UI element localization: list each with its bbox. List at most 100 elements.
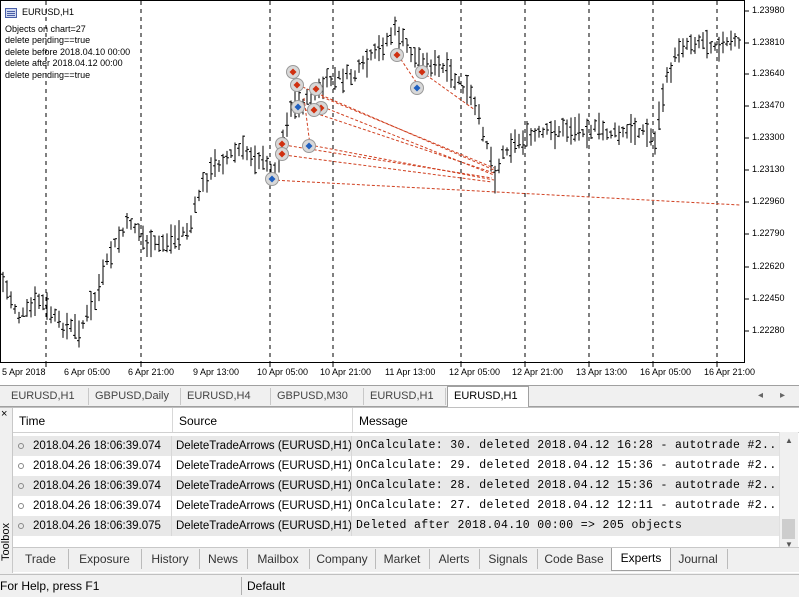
buy-arrow-icon (268, 175, 276, 183)
chart-tab[interactable]: GBPUSD,Daily (89, 388, 181, 405)
log-message: OnCalculate: 28. deleted 2018.04.12 15:3… (356, 479, 779, 492)
info-line: delete pending==true (5, 69, 91, 80)
column-header-time[interactable]: Time (13, 408, 173, 432)
chart-info-overlay: EURUSD,H1 Objects on chart=27 delete pen… (5, 7, 130, 81)
log-message: OnCalculate: 29. deleted 2018.04.12 15:3… (356, 459, 779, 472)
price-axis-label: 1.23470 (752, 100, 785, 110)
sell-arrow-icon (293, 81, 301, 89)
chart-tab[interactable]: EURUSD,H1 (364, 388, 446, 405)
buy-arrow-icon (413, 84, 421, 92)
sell-arrow-icon (278, 140, 286, 148)
log-row[interactable]: 2018.04.26 18:06:39.074 DeleteTradeArrow… (13, 436, 779, 456)
tab-market[interactable]: Market (375, 549, 430, 569)
time-axis-label: 6 Apr 05:00 (64, 367, 111, 377)
sell-arrow-icon (312, 85, 320, 93)
trade-connection-line (317, 104, 495, 176)
status-help-text: For Help, press F1 (0, 579, 100, 593)
log-source: DeleteTradeArrows (EURUSD,H1) (176, 440, 352, 452)
log-source: DeleteTradeArrows (EURUSD,H1) (176, 460, 352, 472)
trade-connection-line (309, 144, 495, 181)
tab-mailbox[interactable]: Mailbox (247, 549, 310, 569)
info-line: delete before 2018.04.10 00:00 (5, 46, 131, 57)
status-profile[interactable]: Default (247, 579, 286, 593)
time-axis-label: 16 Apr 21:00 (704, 367, 756, 377)
price-axis-label: 1.23980 (752, 5, 785, 15)
tab-news[interactable]: News (199, 549, 248, 569)
tab-alerts[interactable]: Alerts (429, 549, 480, 569)
log-row[interactable]: 2018.04.26 18:06:39.074 DeleteTradeArrow… (13, 456, 779, 476)
price-axis-label: 1.23130 (752, 164, 785, 174)
column-header-source[interactable]: Source (173, 408, 353, 432)
chart-tab[interactable]: EURUSD,H1 (5, 388, 89, 405)
status-bar: For Help, press F1 Default (0, 574, 799, 597)
sell-arrow-icon (310, 106, 318, 114)
time-axis-label: 9 Apr 13:00 (193, 367, 240, 377)
sell-arrow-icon (393, 51, 401, 59)
log-source: DeleteTradeArrows (EURUSD,H1) (176, 520, 352, 532)
tab-code-base[interactable]: Code Base (537, 549, 612, 569)
sell-arrow-icon (418, 68, 426, 76)
time-axis-label: 10 Apr 05:00 (257, 367, 309, 377)
price-chart[interactable]: EURUSD,H1 Objects on chart=27 delete pen… (0, 0, 799, 386)
chart-plot-frame (0, 0, 745, 363)
info-line: Objects on chart=27 (5, 23, 86, 34)
trade-connection-line (271, 179, 741, 206)
status-divider (241, 577, 242, 595)
time-axis-label: 6 Apr 21:00 (128, 367, 175, 377)
trade-connection-line (321, 96, 495, 169)
scrollbar-thumb[interactable] (782, 519, 795, 539)
tab-journal[interactable]: Journal (669, 549, 728, 569)
chart-window-tabs: EURUSD,H1 GBPUSD,Daily EURUSD,H4 GBPUSD,… (0, 386, 799, 407)
tab-exposure[interactable]: Exposure (68, 549, 142, 569)
close-icon[interactable]: × (1, 408, 8, 420)
scroll-down-icon[interactable]: ▼ (785, 540, 793, 549)
price-axis-label: 1.22960 (752, 196, 785, 206)
buy-arrow-icon (294, 103, 302, 111)
price-axis-label: 1.22450 (752, 293, 785, 303)
tab-signals[interactable]: Signals (479, 549, 538, 569)
tab-trade[interactable]: Trade (13, 549, 69, 569)
log-scrollbar[interactable]: ▲ ▼ (779, 432, 798, 553)
chart-tab-active[interactable]: EURUSD,H1 (447, 386, 529, 407)
toolbox-tabs: Trade Exposure History News Mailbox Comp… (13, 547, 799, 572)
log-level-icon (18, 483, 24, 489)
chart-window-icon (5, 7, 17, 18)
log-row[interactable]: 2018.04.26 18:06:39.074 DeleteTradeArrow… (13, 476, 779, 496)
log-message: OnCalculate: 30. deleted 2018.04.12 16:2… (356, 439, 779, 452)
log-table-header: Time Source Message (13, 408, 799, 433)
price-axis-label: 1.22620 (752, 261, 785, 271)
log-level-icon (18, 503, 24, 509)
time-axis-label: 5 Apr 2018 (2, 367, 46, 377)
tab-scroll-right-icon[interactable]: ▸ (780, 390, 786, 401)
chart-canvas[interactable] (0, 0, 799, 385)
tab-company[interactable]: Company (309, 549, 376, 569)
log-row[interactable]: 2018.04.26 18:06:39.075 DeleteTradeArrow… (13, 516, 779, 536)
toolbox-panel: × Toolbox Time Source Message 2018.04.26… (0, 407, 799, 573)
log-source: DeleteTradeArrows (EURUSD,H1) (176, 480, 352, 492)
buy-arrow-icon (305, 142, 313, 150)
log-message: OnCalculate: 27. deleted 2018.04.12 12:1… (356, 499, 779, 512)
log-level-icon (18, 443, 24, 449)
trade-connection-line (421, 71, 476, 111)
column-header-message[interactable]: Message (359, 414, 408, 428)
tab-scroll-left-icon[interactable]: ◂ (758, 390, 764, 401)
time-axis-label: 10 Apr 21:00 (320, 367, 372, 377)
time-axis-label: 12 Apr 21:00 (512, 367, 564, 377)
sell-arrow-icon (278, 150, 286, 158)
time-axis-label: 13 Apr 13:00 (576, 367, 628, 377)
price-axis-label: 1.23300 (752, 132, 785, 142)
tab-experts[interactable]: Experts (611, 548, 671, 571)
chart-tab[interactable]: GBPUSD,M30 (271, 388, 364, 405)
info-line: delete pending==true (5, 35, 91, 45)
trade-connection-line (303, 97, 311, 146)
tab-history[interactable]: History (141, 549, 200, 569)
price-axis-label: 1.23810 (752, 37, 785, 47)
log-time: 2018.04.26 18:06:39.075 (33, 520, 161, 532)
log-row[interactable]: 2018.04.26 18:06:39.074 DeleteTradeArrow… (13, 496, 779, 516)
price-axis-label: 1.22280 (752, 325, 785, 335)
scroll-up-icon[interactable]: ▲ (785, 436, 793, 445)
info-line: delete after 2018.04.12 00:00 (5, 58, 123, 68)
time-axis-label: 12 Apr 05:00 (449, 367, 501, 377)
chart-tab[interactable]: EURUSD,H4 (181, 388, 271, 405)
log-time: 2018.04.26 18:06:39.074 (33, 460, 161, 472)
